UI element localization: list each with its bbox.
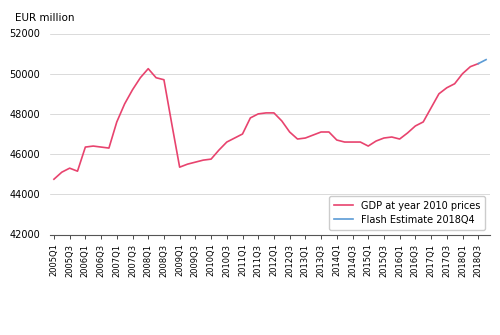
GDP at year 2010 prices xyxy=(51,177,57,181)
GDP at year 2010 prices xyxy=(59,170,65,174)
Line: GDP at year 2010 prices: GDP at year 2010 prices xyxy=(54,64,478,179)
GDP at year 2010 prices xyxy=(208,157,214,161)
GDP at year 2010 prices xyxy=(381,136,387,140)
Line: Flash Estimate 2018Q4: Flash Estimate 2018Q4 xyxy=(478,60,486,64)
Legend: GDP at year 2010 prices, Flash Estimate 2018Q4: GDP at year 2010 prices, Flash Estimate … xyxy=(329,196,485,229)
Flash Estimate 2018Q4 xyxy=(483,58,489,62)
Text: EUR million: EUR million xyxy=(15,13,74,23)
GDP at year 2010 prices xyxy=(318,130,324,134)
GDP at year 2010 prices xyxy=(294,137,300,141)
GDP at year 2010 prices xyxy=(334,138,340,142)
